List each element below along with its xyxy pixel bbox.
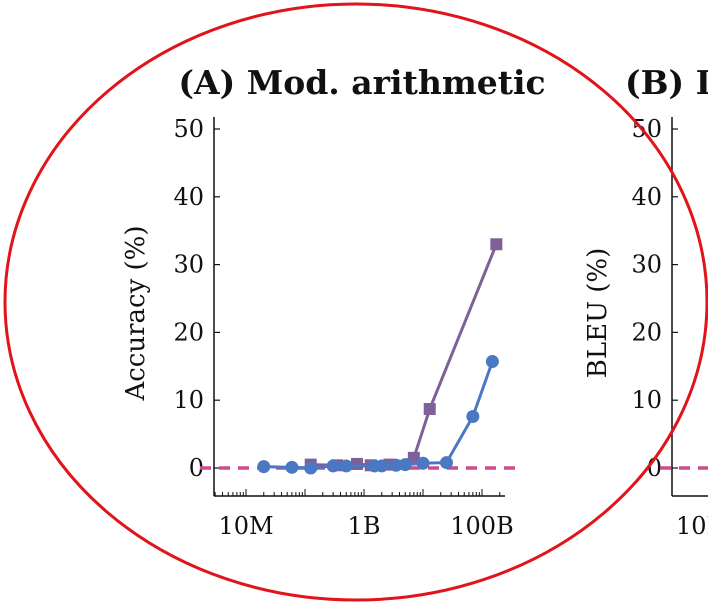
data-point-circle bbox=[304, 461, 318, 475]
x-tick-label: 10M bbox=[676, 512, 708, 540]
data-point-circle bbox=[257, 460, 271, 474]
y-tick-label: 50 bbox=[631, 115, 662, 143]
x-tick-label: 100B bbox=[450, 512, 513, 540]
panel-a-y-axis-title: Accuracy (%) bbox=[121, 225, 151, 401]
panel-b-y-axis-title: BLEU (%) bbox=[583, 248, 613, 379]
data-point-circle bbox=[466, 409, 480, 423]
y-tick-label: 30 bbox=[631, 251, 662, 279]
y-tick-label: 0 bbox=[189, 454, 204, 482]
data-point-square bbox=[490, 238, 503, 251]
data-point-circle bbox=[439, 456, 453, 470]
y-tick-label: 50 bbox=[173, 115, 204, 143]
data-point-circle bbox=[375, 459, 389, 473]
x-tick-label: 1B bbox=[348, 512, 381, 540]
x-tick-label: 10M bbox=[218, 512, 273, 540]
y-tick-label: 10 bbox=[173, 386, 204, 414]
y-tick-label: 0 bbox=[647, 454, 662, 482]
panel-b-x-ticks: 10M bbox=[676, 512, 708, 540]
y-tick-label: 10 bbox=[631, 386, 662, 414]
series-line-square bbox=[310, 243, 498, 467]
data-point-circle bbox=[398, 458, 412, 472]
panel-a-y-ticks: 0 10 20 30 40 50 bbox=[173, 115, 220, 482]
y-tick-label: 30 bbox=[173, 251, 204, 279]
highlight-circle bbox=[3, 2, 708, 602]
panel-a-series bbox=[257, 238, 503, 475]
data-point-square bbox=[350, 457, 363, 470]
panel-b: (B) I BLEU (%) 0 10 20 30 40 50 10M bbox=[583, 63, 708, 540]
data-point-circle bbox=[416, 456, 430, 470]
y-tick-label: 40 bbox=[173, 183, 204, 211]
y-tick-label: 20 bbox=[173, 318, 204, 346]
panel-b-y-ticks: 0 10 20 30 40 50 bbox=[631, 115, 678, 482]
panel-a-title: (A) Mod. arithmetic bbox=[178, 63, 545, 102]
data-point-square bbox=[423, 403, 436, 416]
panel-b-title: (B) I bbox=[625, 63, 708, 102]
data-point-circle bbox=[339, 459, 353, 473]
data-point-circle bbox=[326, 459, 340, 473]
data-point-square bbox=[407, 451, 420, 464]
panel-a: (A) Mod. arithmetic Accuracy (%) 0 10 20 30… bbox=[121, 63, 546, 540]
data-point-circle bbox=[485, 355, 499, 369]
y-tick-label: 20 bbox=[631, 318, 662, 346]
series-line-circle bbox=[263, 361, 494, 470]
y-tick-label: 40 bbox=[631, 183, 662, 211]
data-point-circle bbox=[285, 460, 299, 474]
